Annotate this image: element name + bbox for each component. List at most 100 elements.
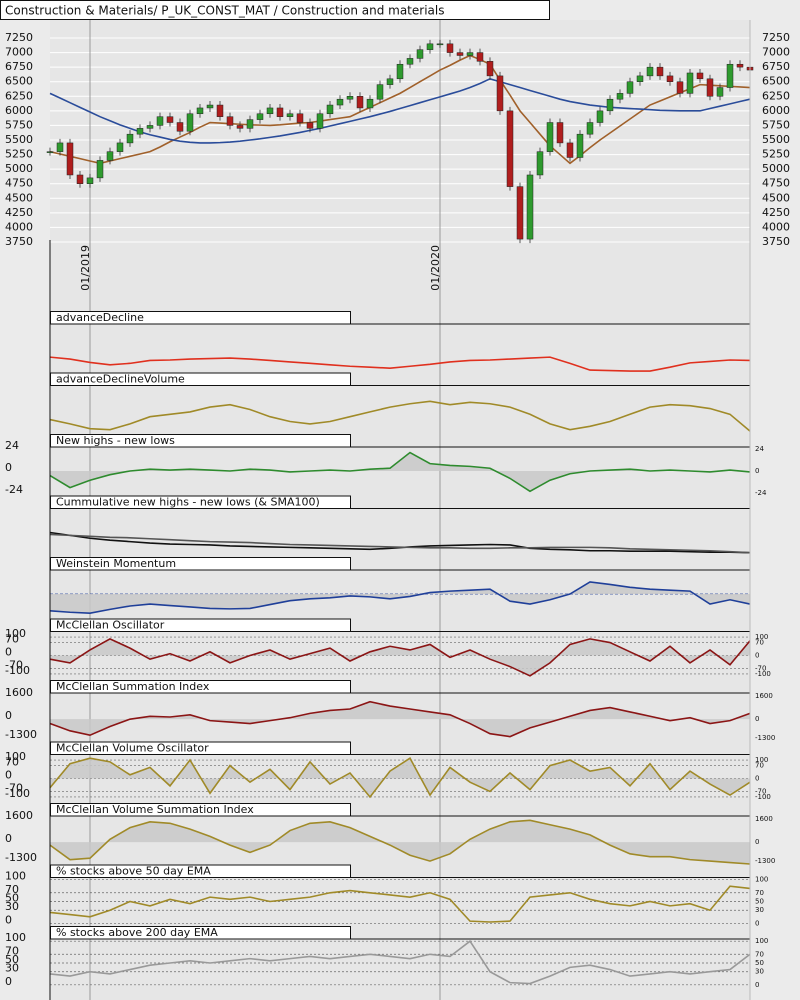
y-tick-label-right: 6750 xyxy=(762,60,790,73)
panel-title: McClellan Oscillator xyxy=(56,619,165,632)
candle xyxy=(416,49,424,59)
candle xyxy=(586,122,594,135)
y-tick-label-right: 0 xyxy=(755,775,759,783)
candle xyxy=(576,133,584,158)
y-tick-label-right: 4000 xyxy=(762,220,790,233)
y-tick-label: 30 xyxy=(5,900,19,913)
candle xyxy=(496,75,504,112)
y-tick-label-right: -70 xyxy=(755,787,766,795)
candle xyxy=(536,151,544,176)
y-tick-label-right: 50 xyxy=(755,959,764,967)
line xyxy=(49,700,751,738)
line xyxy=(49,77,751,144)
y-tick-label-right: 7000 xyxy=(762,46,790,59)
y-tick-label-right: 1600 xyxy=(755,815,773,823)
candle xyxy=(736,63,744,68)
panel-title: McClellan Summation Index xyxy=(56,680,210,693)
candle xyxy=(636,75,644,82)
line xyxy=(49,940,751,985)
y-tick-label: 5000 xyxy=(5,162,33,175)
candle xyxy=(286,113,294,117)
candle xyxy=(326,104,334,115)
y-tick-label: 6750 xyxy=(5,60,33,73)
y-tick-label: 70 xyxy=(5,883,19,896)
y-tick-label: -1300 xyxy=(5,851,37,864)
line xyxy=(49,581,751,615)
line xyxy=(49,451,751,493)
panel-title: advanceDeclineVolume xyxy=(56,373,185,386)
candle xyxy=(106,151,114,161)
y-tick-label: 70 xyxy=(5,756,19,769)
y-tick-label-right: 7250 xyxy=(762,31,790,44)
y-tick-label-right: 0 xyxy=(755,919,759,927)
candle xyxy=(596,110,604,123)
candle xyxy=(216,104,224,117)
y-tick-label: 100 xyxy=(5,750,26,763)
candle xyxy=(436,43,444,46)
y-tick-label: 1600 xyxy=(5,809,33,822)
y-tick-label-right: 100 xyxy=(755,633,768,641)
candle xyxy=(526,174,534,240)
line xyxy=(49,885,751,923)
y-tick-label-right: 0 xyxy=(755,981,759,989)
y-tick-label: 0 xyxy=(5,461,12,474)
candle xyxy=(556,122,564,144)
candle xyxy=(126,133,134,144)
candle xyxy=(306,122,314,129)
candle xyxy=(56,142,64,152)
y-tick-label: -70 xyxy=(5,658,23,671)
x-tick-label: 01/2019 xyxy=(79,245,92,291)
y-tick-label-right: 3750 xyxy=(762,235,790,248)
candle xyxy=(466,52,474,56)
y-tick-label: 0 xyxy=(5,913,12,926)
candle xyxy=(236,125,244,129)
y-tick-label: -1300 xyxy=(5,728,37,741)
candle xyxy=(246,119,254,129)
y-tick-label: -24 xyxy=(5,483,23,496)
y-tick-label: 5250 xyxy=(5,148,33,161)
candle xyxy=(396,63,404,80)
candle xyxy=(626,81,634,94)
line xyxy=(49,400,751,432)
y-tick-label-right: 100 xyxy=(755,876,768,884)
y-tick-label-right: 5000 xyxy=(762,162,790,175)
line xyxy=(49,533,751,554)
area xyxy=(50,638,750,676)
candle xyxy=(516,186,524,240)
y-tick-label: 4250 xyxy=(5,206,33,219)
candle xyxy=(676,81,684,94)
y-tick-label-right: 5500 xyxy=(762,133,790,146)
y-tick-label: 5500 xyxy=(5,133,33,146)
y-tick-label: 24 xyxy=(5,439,19,452)
candle xyxy=(256,113,264,120)
candle xyxy=(206,104,214,109)
y-tick-label: 0 xyxy=(5,832,12,845)
candle xyxy=(686,72,694,94)
line xyxy=(49,637,751,677)
y-tick-label: 50 xyxy=(5,892,19,905)
candle xyxy=(446,43,454,53)
candle xyxy=(706,78,714,97)
y-tick-label: 3750 xyxy=(5,235,33,248)
y-tick-label-right: 6000 xyxy=(762,104,790,117)
candle xyxy=(696,72,704,80)
y-tick-label-right: 0 xyxy=(755,715,759,723)
y-tick-label: -100 xyxy=(5,664,30,677)
y-tick-label-right: 70 xyxy=(755,889,764,897)
candle xyxy=(356,96,364,109)
candle xyxy=(336,98,344,106)
panel-title: Weinstein Momentum xyxy=(56,557,176,570)
candle xyxy=(176,122,184,132)
candle xyxy=(46,151,54,153)
candle xyxy=(166,116,174,123)
y-tick-label-right: -1300 xyxy=(755,857,775,865)
y-tick-label-right: 100 xyxy=(755,937,768,945)
area xyxy=(50,701,750,737)
y-tick-label-right: 50 xyxy=(755,898,764,906)
y-tick-label-right: 6250 xyxy=(762,89,790,102)
y-tick-label-right: 100 xyxy=(755,756,768,764)
candle xyxy=(296,113,304,123)
y-tick-label: 30 xyxy=(5,962,19,975)
candle xyxy=(376,84,384,100)
